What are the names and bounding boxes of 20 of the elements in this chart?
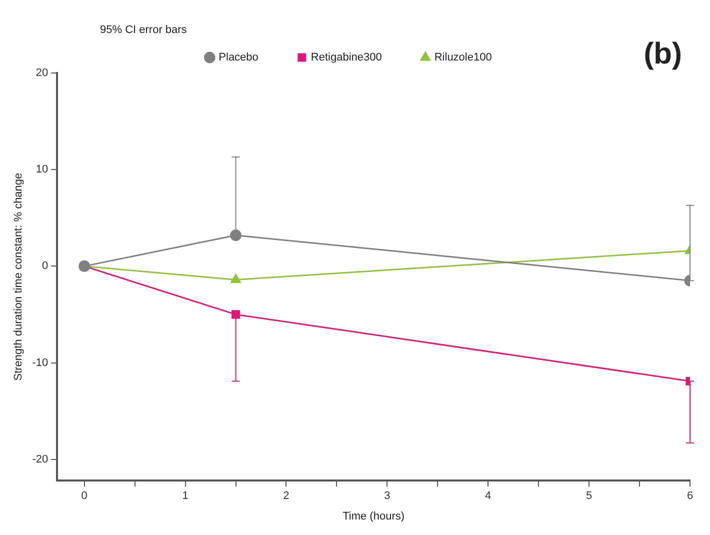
legend-label: Riluzole100 xyxy=(434,52,492,64)
text: 95% CI error bars xyxy=(100,24,188,36)
x-tick-label: 2 xyxy=(283,490,290,502)
x-tick-label: 3 xyxy=(384,490,390,502)
point xyxy=(230,230,242,242)
y-tick-label: 10 xyxy=(36,164,48,176)
y-tick-label: -20 xyxy=(32,453,48,466)
x-tick-label: 0 xyxy=(81,490,88,502)
text: (b) xyxy=(644,37,682,70)
x-tick-label: 6 xyxy=(686,490,694,502)
y-tick-label: 0 xyxy=(42,260,48,272)
y-tick-label: 20 xyxy=(36,67,48,80)
legend-label: Placebo xyxy=(218,52,258,64)
x-tick-label: 4 xyxy=(485,490,492,502)
y-axis-title: Strength duration time constant: % change xyxy=(12,172,25,381)
x-axis-title: Time (hours) xyxy=(342,510,405,522)
y-tick-label: -10 xyxy=(32,356,48,369)
x-tick-label: 1 xyxy=(182,490,188,502)
legend-label: Retigabine300 xyxy=(310,52,382,64)
x-tick-label: 5 xyxy=(586,490,592,502)
